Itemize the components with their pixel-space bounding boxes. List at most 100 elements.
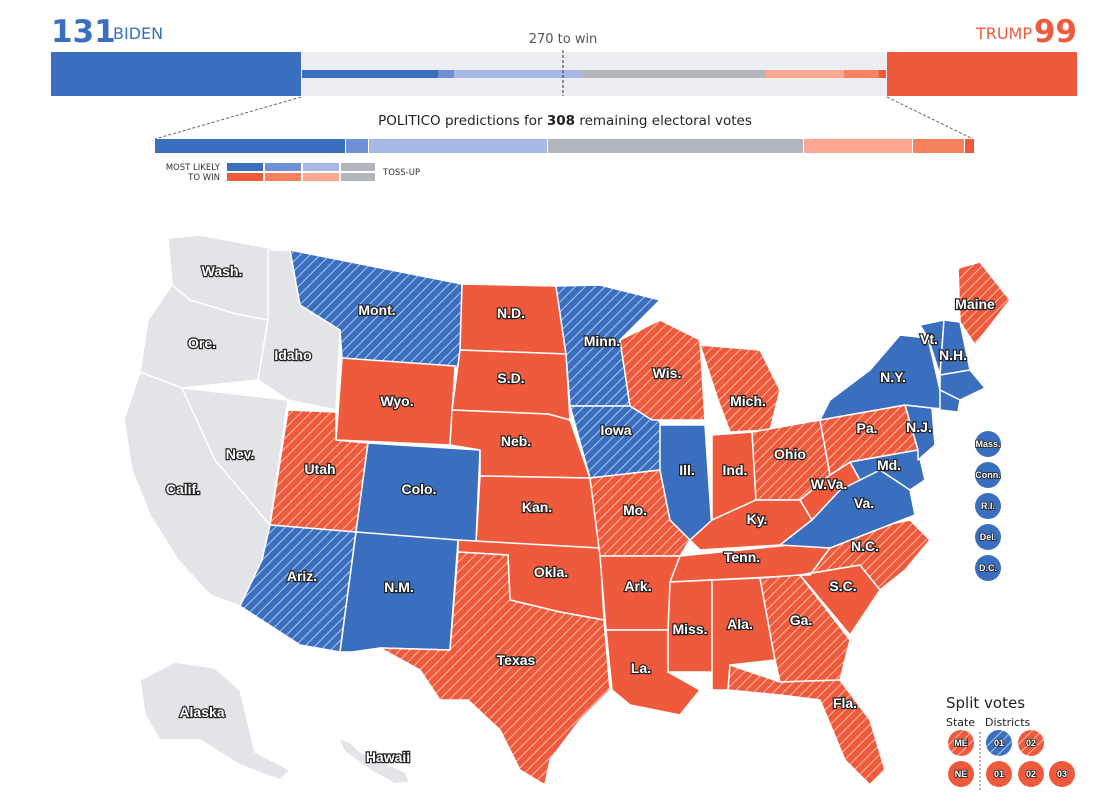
- pred-lean-dem-seg: [369, 139, 547, 153]
- legend-tossup-bottom: [341, 173, 375, 181]
- top-lean-rep-seg: [766, 70, 844, 78]
- label-iowa: Iowa: [600, 422, 631, 438]
- top-solid-dem-seg: [302, 70, 438, 78]
- top-likely-dem-seg: [438, 70, 454, 78]
- marker-conn-label: Conn.: [975, 470, 1001, 480]
- marker-dc-label: D.C.: [979, 563, 997, 573]
- label-ala: Ala.: [727, 616, 753, 632]
- split-me-02[interactable]: [1018, 730, 1044, 756]
- split-ne-01-label: 01: [994, 769, 1004, 779]
- legend-tossup-top: [341, 163, 375, 171]
- legend-most-likely-label: MOST LIKELY TO WIN: [165, 163, 220, 183]
- label-miss: Miss.: [672, 621, 707, 637]
- zoom-line-left: [154, 96, 302, 140]
- state-maine[interactable]: [957, 261, 1011, 346]
- split-ne-state[interactable]: [948, 761, 974, 787]
- win-threshold-label: 270 to win: [528, 32, 598, 47]
- label-wash: Wash.: [202, 263, 243, 279]
- label-nm: N.M.: [384, 579, 414, 595]
- top-lean-dem-seg: [454, 70, 582, 78]
- label-ill: Ill.: [679, 462, 695, 478]
- split-me-01[interactable]: [986, 730, 1012, 756]
- label-pa: Pa.: [856, 420, 877, 436]
- marker-del[interactable]: [975, 524, 1001, 550]
- label-idaho: Idaho: [274, 347, 311, 363]
- marker-conn[interactable]: [975, 462, 1001, 488]
- state-nc[interactable]: [789, 519, 931, 591]
- label-vt: Vt.: [920, 331, 938, 347]
- marker-mass[interactable]: [975, 431, 1001, 457]
- label-mont: Mont.: [358, 302, 395, 318]
- label-nd: N.D.: [497, 305, 525, 321]
- pred-tossup-seg: [548, 139, 803, 153]
- label-minn: Minn.: [584, 333, 621, 349]
- split-me-state[interactable]: [948, 730, 974, 756]
- label-calif: Calif.: [166, 481, 200, 497]
- marker-mass-label: Mass.: [975, 439, 1000, 449]
- label-ny: N.Y.: [880, 369, 906, 385]
- label-wis: Wis.: [653, 365, 682, 381]
- top-likely-rep-seg: [844, 70, 879, 78]
- label-ark: Ark.: [624, 578, 651, 594]
- trump-label: TRUMP: [975, 24, 1032, 43]
- legend-tossup-label: TOSS-UP: [383, 168, 421, 178]
- label-colo: Colo.: [402, 481, 437, 497]
- label-ky: Ky.: [747, 511, 768, 527]
- biden-vote-count: 131: [51, 14, 116, 50]
- label-fla: Fla.: [833, 695, 857, 711]
- label-maine: Maine: [955, 296, 995, 312]
- top-tossup-seg: [582, 70, 766, 78]
- label-ga: Ga.: [790, 612, 813, 628]
- split-state-label: State: [946, 716, 976, 729]
- legend-likely-rep: [265, 173, 301, 181]
- biden-label: BIDEN: [113, 24, 164, 43]
- marker-dc[interactable]: [975, 555, 1001, 581]
- state-wis[interactable]: [619, 319, 706, 421]
- label-wva: W.Va.: [811, 476, 848, 492]
- us-map: Wash. Ore. Calif. Idaho Nev. Mont. Wyo. …: [123, 234, 1075, 790]
- label-nc: N.C.: [851, 538, 879, 554]
- split-ne-01[interactable]: [986, 761, 1012, 787]
- zoom-line-right: [886, 96, 974, 140]
- label-kan: Kan.: [522, 499, 552, 515]
- marker-del-label: Del.: [980, 532, 997, 542]
- state-hawaii[interactable]: [337, 737, 411, 785]
- label-mich: Mich.: [730, 393, 766, 409]
- legend-lean-rep: [303, 173, 339, 181]
- state-texas[interactable]: [379, 551, 611, 786]
- top-solid-rep-seg: [879, 70, 886, 78]
- label-okla: Okla.: [534, 564, 568, 580]
- legend-solid-rep: [227, 173, 263, 181]
- legend-solid-dem: [227, 163, 263, 171]
- pred-lean-rep-seg: [804, 139, 912, 153]
- label-va: Va.: [854, 495, 874, 511]
- split-ne-02-label: 02: [1026, 769, 1036, 779]
- label-ind: Ind.: [723, 462, 748, 478]
- state-mich[interactable]: [699, 344, 781, 433]
- state-fla[interactable]: [727, 664, 886, 786]
- label-hawaii: Hawaii: [366, 749, 410, 765]
- split-ne-03[interactable]: [1049, 761, 1075, 787]
- state-conn-ri[interactable]: [939, 389, 961, 413]
- state-mass[interactable]: [939, 369, 986, 401]
- split-me-01-label: 01: [994, 738, 1004, 748]
- label-ariz: Ariz.: [287, 568, 317, 584]
- marker-ri-label: R.I.: [981, 501, 995, 511]
- label-ore: Ore.: [188, 335, 216, 351]
- legend-likely-dem: [265, 163, 301, 171]
- trump-decided-bar: [887, 52, 1077, 96]
- trump-vote-count: 99: [1033, 14, 1077, 50]
- pred-solid-rep-seg: [965, 139, 974, 153]
- legend-lean-dem: [303, 163, 339, 171]
- label-alaska: Alaska: [179, 704, 224, 720]
- state-alaska[interactable]: [139, 661, 291, 781]
- small-state-markers: Mass. Conn. R.I. Del. D.C.: [974, 431, 1002, 581]
- split-me-02-label: 02: [1026, 738, 1036, 748]
- split-ne-03-label: 03: [1057, 769, 1067, 779]
- label-ohio: Ohio: [774, 446, 806, 462]
- state-miss[interactable]: [667, 579, 713, 673]
- label-nh: N.H.: [939, 347, 967, 363]
- split-ne-02[interactable]: [1018, 761, 1044, 787]
- marker-ri[interactable]: [975, 493, 1001, 519]
- label-sc: S.C.: [829, 578, 856, 594]
